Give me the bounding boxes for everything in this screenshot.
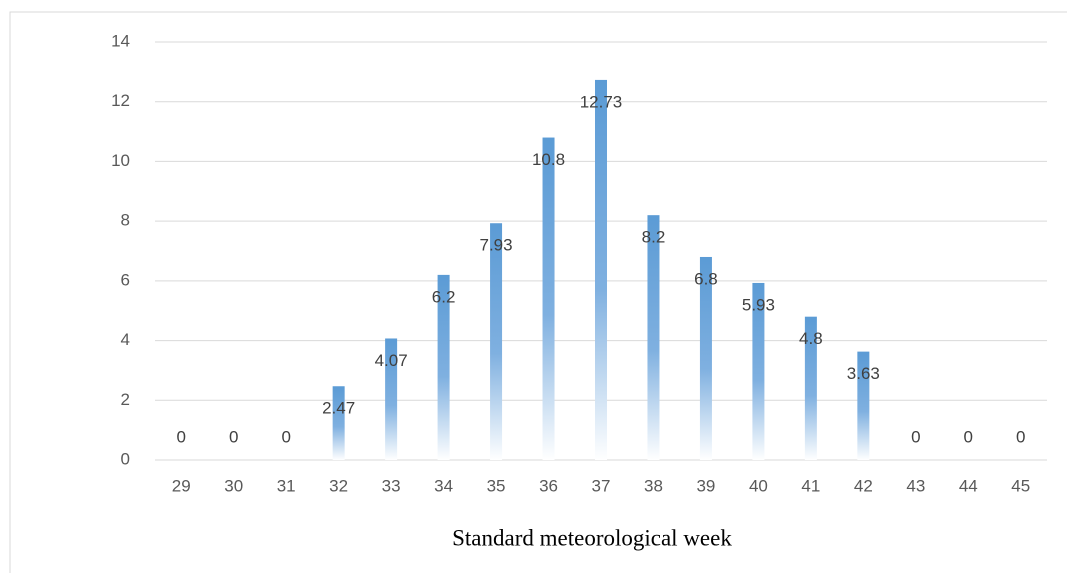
x-tick-label: 33 [382,476,401,495]
bar [542,137,555,461]
x-tick-label: 41 [801,476,820,495]
y-tick-label: 14 [111,31,130,50]
x-tick-label: 32 [329,476,348,495]
y-tick-label: 2 [121,390,130,409]
x-tick-label: 35 [487,476,506,495]
bar [647,215,660,460]
y-tick-label: 12 [111,91,130,110]
bar [752,282,765,460]
x-tick-label: 31 [277,476,296,495]
x-tick-label: 36 [539,476,558,495]
y-tick-label: 4 [121,330,130,349]
bar [699,256,712,460]
x-tick-label: 30 [224,476,243,495]
data-label: 0 [177,427,186,446]
data-label: 0 [229,427,238,446]
bar [857,351,870,460]
data-label: 5.93 [742,295,775,314]
x-tick-label: 38 [644,476,663,495]
y-tick-label: 6 [121,270,130,289]
data-label: 0 [1016,427,1025,446]
x-axis-label: Standard meteorological week [452,525,732,550]
bar [804,316,817,460]
data-label: 10.8 [532,150,565,169]
data-label: 12.73 [580,92,623,111]
frame [9,11,1067,573]
y-tick-label: 8 [121,211,130,230]
bar [385,338,398,460]
bar [595,79,607,460]
data-label: 0 [911,427,920,446]
bar [437,274,450,460]
x-tick-label: 29 [172,476,191,495]
data-label: 4.07 [375,351,408,370]
data-label: 7.93 [480,236,513,255]
y-tick-label: 0 [121,449,130,468]
x-tick-label: 39 [696,476,715,495]
x-tick-label: 37 [592,476,611,495]
x-tick-label: 34 [434,476,453,495]
x-tick-label: 42 [854,476,873,495]
bar [490,223,503,460]
data-label: 0 [281,427,290,446]
data-label: 8.2 [642,228,666,247]
bar [332,386,345,460]
x-tick-label: 40 [749,476,768,495]
data-label: 6.8 [694,269,718,288]
x-tick-label: 45 [1011,476,1030,495]
data-label: 4.8 [799,329,823,348]
data-label: 0 [964,427,973,446]
data-label: 6.2 [432,287,456,306]
x-tick-label: 44 [959,476,978,495]
x-tick-label: 43 [906,476,925,495]
data-label: 3.63 [847,364,880,383]
y-tick-label: 10 [111,151,130,170]
data-label: 2.47 [322,399,355,418]
